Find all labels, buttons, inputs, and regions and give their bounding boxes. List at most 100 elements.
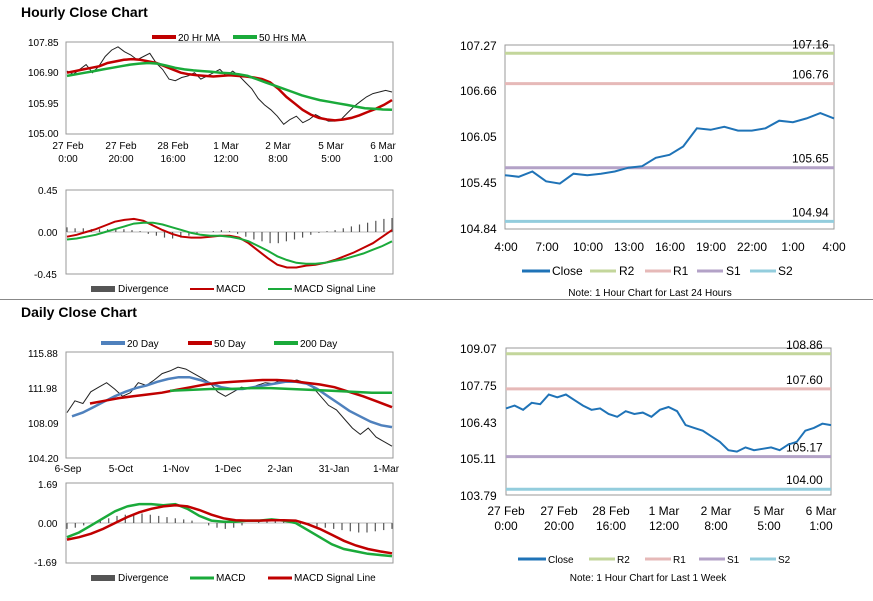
daily-close-legend: Close R2 R1 S1 S2 xyxy=(518,555,791,566)
daily-close-xtick-3-time: 12:00 xyxy=(649,519,679,533)
hourly-close-xtick-1: 7:00 xyxy=(535,240,559,254)
hourly-price-xtick-5-date: 5 Mar xyxy=(318,141,344,152)
section-divider xyxy=(0,299,873,300)
hourly-close-s1-level-label: 105.65 xyxy=(792,152,829,166)
legend-close-label: Close xyxy=(552,264,583,278)
hourly-price-ytick-0: 107.85 xyxy=(28,38,59,49)
hourly-macd-ytick-0: 0.45 xyxy=(38,186,58,197)
hourly-price-xtick-2-time: 16:00 xyxy=(160,154,185,165)
daily-close-series xyxy=(505,393,832,453)
daily-price-xtick-2: 1-Nov xyxy=(163,464,190,475)
hourly-macd-divergence-bars xyxy=(66,218,393,244)
daily-price-xtick-6: 1-Mar xyxy=(373,464,400,475)
daily-price-200-day-line xyxy=(169,386,392,394)
hourly-close-xtick-5: 19:00 xyxy=(696,240,726,254)
daily-close-ytick-4: 103.79 xyxy=(460,489,497,503)
hourly-price-legend: 20 Hr MA 50 Hrs MA xyxy=(152,33,307,44)
hourly-close-legend: Close R2 R1 S1 S2 xyxy=(522,264,793,278)
daily-price-xtick-4: 2-Jan xyxy=(267,464,292,475)
hourly-price-20-hr-ma-line xyxy=(66,57,393,122)
hourly-price-xtick-6-time: 1:00 xyxy=(373,154,393,165)
daily-close-xtick-3-date: 1 Mar xyxy=(649,504,680,518)
legend-20hr-ma-label: 20 Hr MA xyxy=(178,33,221,44)
legend-divergence-swatch xyxy=(91,286,115,292)
daily-close-s2-level-label: 104.00 xyxy=(786,473,823,487)
daily-close-ytick-1: 107.75 xyxy=(460,379,497,393)
daily-close-ytick-3: 105.11 xyxy=(460,452,496,466)
daily-price-xtick-0: 6-Sep xyxy=(55,464,82,475)
legend-divergence-label: Divergence xyxy=(118,284,169,295)
legend-20day-label: 20 Day xyxy=(127,339,159,350)
hourly-price-xtick-0-date: 27 Feb xyxy=(52,141,84,152)
daily-close-ytick-0: 109.07 xyxy=(460,342,497,356)
hourly-close-note: Note: 1 Hour Chart for Last 24 Hours xyxy=(568,288,731,299)
daily-price-xtick-1: 5-Oct xyxy=(109,464,134,475)
hourly-price-price-line xyxy=(66,46,393,125)
daily-close-levels: 108.86 107.60 105.17 104.00 xyxy=(506,338,831,491)
daily-close-xtick-6-date: 6 Mar xyxy=(806,504,837,518)
daily-close-xtick-1-time: 20:00 xyxy=(544,519,574,533)
daily-price-ytick-1: 111.98 xyxy=(28,384,58,395)
daily-close-xticks: 27 Feb 0:00 27 Feb 20:00 28 Feb 16:00 1 … xyxy=(487,504,836,533)
daily-close-s1-level-label: 105.17 xyxy=(786,441,823,455)
daily-price-plot-frame xyxy=(65,351,394,459)
hourly-close-r2-level-label: 107.16 xyxy=(792,37,829,51)
daily-price-series xyxy=(66,366,393,447)
hourly-price-xtick-6-date: 6 Mar xyxy=(370,141,396,152)
legend-d-divergence-label: Divergence xyxy=(118,573,169,584)
daily-macd-ytick-1: 0.00 xyxy=(38,519,58,530)
hourly-close-xtick-8: 4:00 xyxy=(822,240,846,254)
daily-close-close-line xyxy=(505,393,832,453)
daily-price-20-day-line xyxy=(71,375,393,429)
legend-d-s1-label: S1 xyxy=(727,555,740,566)
daily-close-xtick-2-date: 28 Feb xyxy=(592,504,630,518)
daily-close-ytick-2: 106.43 xyxy=(460,416,497,430)
hourly-macd-legend: Divergence MACD MACD Signal Line xyxy=(91,284,376,295)
daily-price-price-line xyxy=(66,366,393,447)
hourly-price-xtick-4-date: 2 Mar xyxy=(265,141,291,152)
hourly-close-ytick-3: 105.45 xyxy=(460,176,497,190)
daily-close-xtick-5-date: 5 Mar xyxy=(754,504,785,518)
daily-close-xtick-1-date: 27 Feb xyxy=(540,504,578,518)
daily-macd-macd-line xyxy=(66,502,393,558)
hourly-price-xtick-3-date: 1 Mar xyxy=(213,141,239,152)
daily-macd-series xyxy=(66,502,393,558)
daily-price-ytick-0: 115.88 xyxy=(28,349,58,360)
legend-d-divergence-swatch xyxy=(91,575,115,581)
hourly-macd-ytick-2: -0.45 xyxy=(34,270,57,281)
daily-price-50-day-line xyxy=(89,378,393,409)
daily-price-xtick-5: 31-Jan xyxy=(319,464,350,475)
hourly-price-50-hrs-ma-line xyxy=(66,61,393,112)
hourly-price-ytick-3: 105.00 xyxy=(28,129,59,140)
daily-close-r2-level-label: 108.86 xyxy=(786,338,823,352)
hourly-close-r1-level-label: 106.76 xyxy=(792,68,829,82)
daily-close-r1-level-label: 107.60 xyxy=(786,373,823,387)
daily-close-xtick-4-time: 8:00 xyxy=(704,519,728,533)
hourly-close-ytick-1: 106.66 xyxy=(460,84,497,98)
hourly-close-ytick-4: 104.84 xyxy=(460,222,497,236)
hourly-price-ytick-2: 105.95 xyxy=(28,99,59,110)
daily-section-title: Daily Close Chart xyxy=(21,304,137,320)
hourly-close-xtick-7: 1:00 xyxy=(781,240,805,254)
hourly-price-xtick-1-time: 20:00 xyxy=(108,154,133,165)
daily-price-xtick-3: 1-Dec xyxy=(215,464,242,475)
hourly-close-xtick-2: 10:00 xyxy=(573,240,603,254)
legend-d-macd-signal-label: MACD Signal Line xyxy=(294,573,376,584)
hourly-macd-ytick-1: 0.00 xyxy=(38,228,58,239)
hourly-close-plot-frame xyxy=(504,44,835,230)
daily-close-xtick-4-date: 2 Mar xyxy=(701,504,732,518)
hourly-close-xtick-0: 4:00 xyxy=(494,240,518,254)
hourly-close-levels: 107.16 106.76 105.65 104.94 xyxy=(505,37,834,223)
hourly-price-xtick-4-time: 8:00 xyxy=(268,154,288,165)
hourly-close-xticks: 4:00 7:00 10:00 13:00 16:00 19:00 22:00 … xyxy=(494,240,846,254)
hourly-price-xtick-3-time: 12:00 xyxy=(213,154,238,165)
hourly-price-xtick-2-date: 28 Feb xyxy=(157,141,189,152)
daily-price-legend: 20 Day 50 Day 200 Day xyxy=(101,339,337,350)
legend-50hrs-ma-label: 50 Hrs MA xyxy=(259,33,307,44)
legend-d-close-label: Close xyxy=(548,555,574,566)
daily-macd-legend: Divergence MACD MACD Signal Line xyxy=(91,573,376,584)
hourly-close-xtick-6: 22:00 xyxy=(737,240,767,254)
daily-close-note: Note: 1 Hour Chart for Last 1 Week xyxy=(570,573,728,584)
daily-macd-ytick-0: 1.69 xyxy=(38,480,58,491)
